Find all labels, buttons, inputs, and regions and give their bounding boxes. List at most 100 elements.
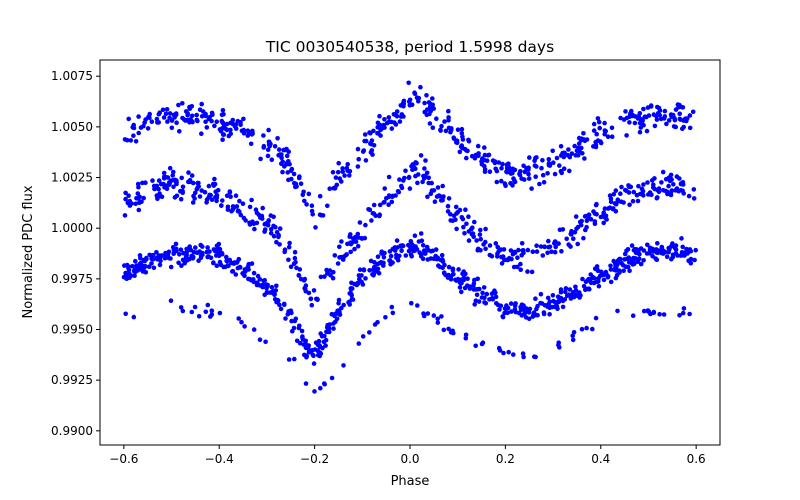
data-point — [241, 215, 247, 221]
data-point — [220, 198, 225, 203]
data-point — [509, 309, 514, 314]
data-point — [278, 153, 283, 158]
data-point — [448, 277, 454, 282]
data-point — [518, 267, 523, 273]
data-point — [454, 211, 459, 216]
data-point — [195, 118, 200, 124]
data-point — [368, 141, 374, 147]
data-point — [196, 180, 201, 186]
data-point — [254, 220, 260, 226]
data-point — [353, 234, 358, 240]
data-point — [133, 139, 139, 144]
data-point — [189, 173, 195, 178]
data-point — [457, 149, 463, 155]
data-point — [498, 303, 504, 309]
data-point — [622, 257, 627, 262]
data-point — [331, 269, 336, 275]
data-point — [336, 160, 342, 166]
data-point — [495, 244, 501, 250]
data-point — [446, 264, 452, 270]
y-axis-label: Normalized PDC flux — [21, 185, 36, 318]
data-point — [677, 116, 683, 122]
data-point — [654, 195, 660, 201]
data-point — [378, 260, 384, 265]
data-point — [323, 337, 329, 343]
data-point — [603, 213, 609, 219]
data-point — [147, 252, 152, 258]
data-point — [371, 211, 377, 216]
data-point — [588, 272, 593, 277]
data-point — [423, 158, 428, 163]
data-point — [559, 249, 564, 254]
data-point — [245, 128, 251, 133]
data-point — [479, 295, 485, 300]
data-point — [506, 349, 512, 355]
data-point — [597, 125, 602, 131]
data-point — [136, 114, 141, 119]
data-point — [441, 194, 446, 200]
data-point — [410, 167, 415, 172]
data-point — [332, 253, 338, 258]
data-point — [630, 313, 636, 319]
data-point — [142, 120, 147, 125]
data-point — [347, 302, 353, 307]
data-point — [651, 309, 657, 315]
data-point — [570, 333, 575, 339]
data-point — [147, 115, 152, 121]
data-point — [312, 389, 317, 394]
data-point — [690, 109, 696, 115]
data-point — [312, 347, 318, 352]
data-point — [446, 326, 451, 332]
data-point — [167, 111, 173, 116]
data-point — [298, 181, 304, 186]
x-axis: −0.6 −0.4 −0.2 0.0 0.2 0.4 0.6 — [109, 445, 706, 466]
data-point — [615, 308, 620, 314]
data-point — [180, 184, 186, 190]
data-point — [207, 192, 212, 198]
data-point — [571, 330, 577, 335]
data-point — [382, 250, 387, 256]
data-point — [569, 151, 575, 156]
data-point — [485, 153, 491, 158]
data-point — [535, 303, 540, 309]
data-point — [430, 96, 435, 101]
data-point — [134, 263, 139, 269]
data-point — [342, 173, 347, 178]
data-point — [624, 248, 629, 254]
data-point — [450, 328, 455, 334]
data-point — [566, 292, 572, 298]
data-point — [657, 312, 662, 317]
data-point — [149, 261, 154, 266]
data-point — [313, 340, 319, 346]
data-point — [545, 295, 551, 301]
data-point — [205, 254, 210, 260]
data-point — [220, 108, 226, 113]
data-point — [133, 258, 138, 264]
data-point — [275, 136, 280, 141]
data-point — [567, 287, 573, 292]
data-point — [237, 209, 242, 214]
data-point — [418, 84, 423, 90]
data-point — [684, 116, 690, 121]
data-point — [150, 252, 156, 258]
data-point — [522, 310, 528, 316]
data-point — [341, 363, 346, 368]
data-point — [483, 226, 488, 232]
data-point — [691, 187, 697, 192]
data-point — [199, 114, 205, 119]
data-point — [381, 254, 387, 260]
data-point — [141, 195, 146, 201]
data-point — [206, 183, 212, 189]
data-point — [532, 354, 537, 360]
data-point — [610, 206, 616, 212]
data-point — [416, 239, 422, 244]
data-point — [187, 120, 192, 125]
data-point — [296, 272, 302, 278]
data-point — [220, 120, 226, 126]
data-point — [613, 265, 618, 271]
data-point — [168, 264, 174, 270]
data-point — [212, 176, 217, 182]
data-point — [209, 110, 215, 116]
data-point — [691, 196, 697, 201]
data-point — [170, 245, 176, 250]
